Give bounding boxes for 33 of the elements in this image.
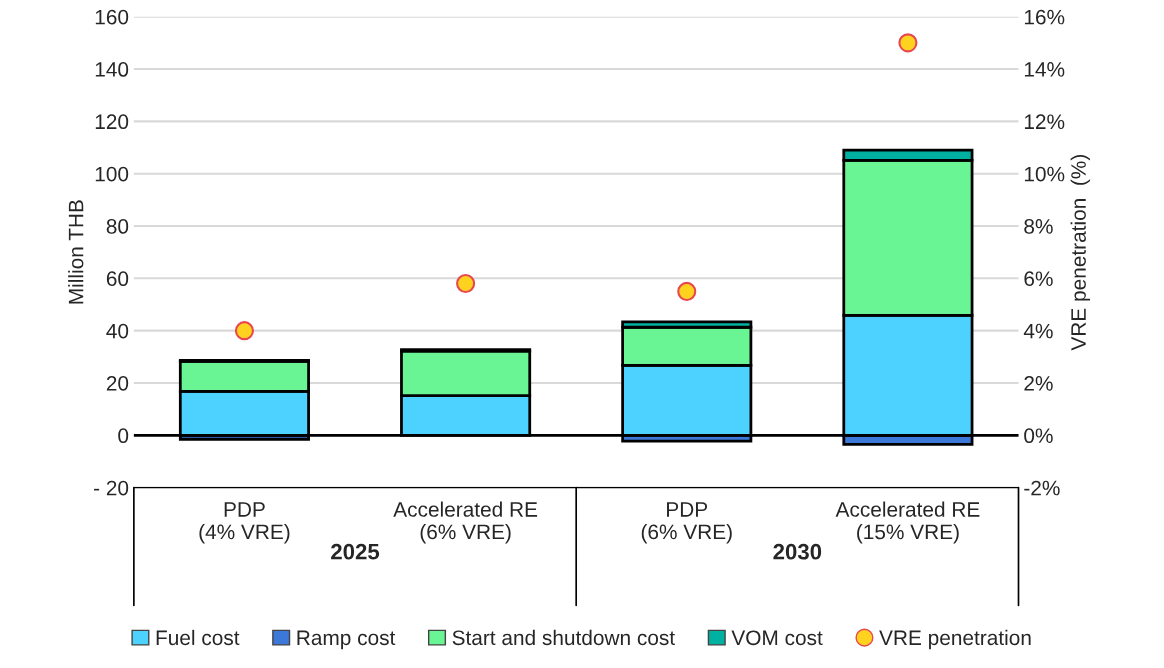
y-tick-label: 140 [95, 62, 129, 77]
y-tick-label: 100 [95, 166, 129, 182]
y2-tick-label: -2% [1024, 480, 1060, 496]
text: 2030 [773, 543, 822, 560]
y-tick-label: 160 [95, 9, 129, 25]
x-tick-label: PDP (4% VRE) [199, 502, 290, 544]
y-tick-label: 60 [106, 271, 129, 287]
text: 2025 [331, 543, 380, 560]
y2-tick-label: 14% [1024, 62, 1065, 77]
y-tick-label: 40 [106, 323, 129, 339]
y2-tick-label: 6% [1024, 271, 1053, 287]
legend-label: Fuel cost [156, 629, 240, 646]
y2-tick-label: 2% [1024, 375, 1053, 391]
y2-tick-label: 4% [1023, 323, 1053, 339]
y2-tick-label: 16% [1024, 9, 1065, 25]
y-axis-title: Million THB [68, 200, 84, 304]
legend-label: Start and shutdown cost [452, 629, 675, 646]
legend-label: VOM cost [731, 630, 823, 646]
x-tick-label: Accelerated RE (15% VRE) [835, 501, 980, 544]
y2-tick-label: 0% [1024, 428, 1053, 444]
y2-axis-title: VRE penetration (%) [1070, 155, 1091, 351]
y-tick-label: 120 [95, 114, 129, 130]
y-tick-label: - 20 [94, 480, 129, 496]
x-tick-label: Accelerated RE (6% VRE) [393, 501, 538, 544]
legend-label: VRE penetration [879, 629, 1031, 650]
legend-label: Ramp cost [297, 630, 396, 650]
y2-tick-label: 12% [1024, 114, 1065, 130]
y-tick-label: 80 [106, 219, 129, 234]
y-tick-label: 0 [118, 428, 129, 444]
y2-tick-label: 10% [1024, 166, 1065, 182]
y2-tick-label: 8% [1024, 219, 1053, 234]
x-tick-label: PDP (6% VRE) [641, 502, 732, 544]
y-tick-label: 20 [106, 375, 129, 391]
